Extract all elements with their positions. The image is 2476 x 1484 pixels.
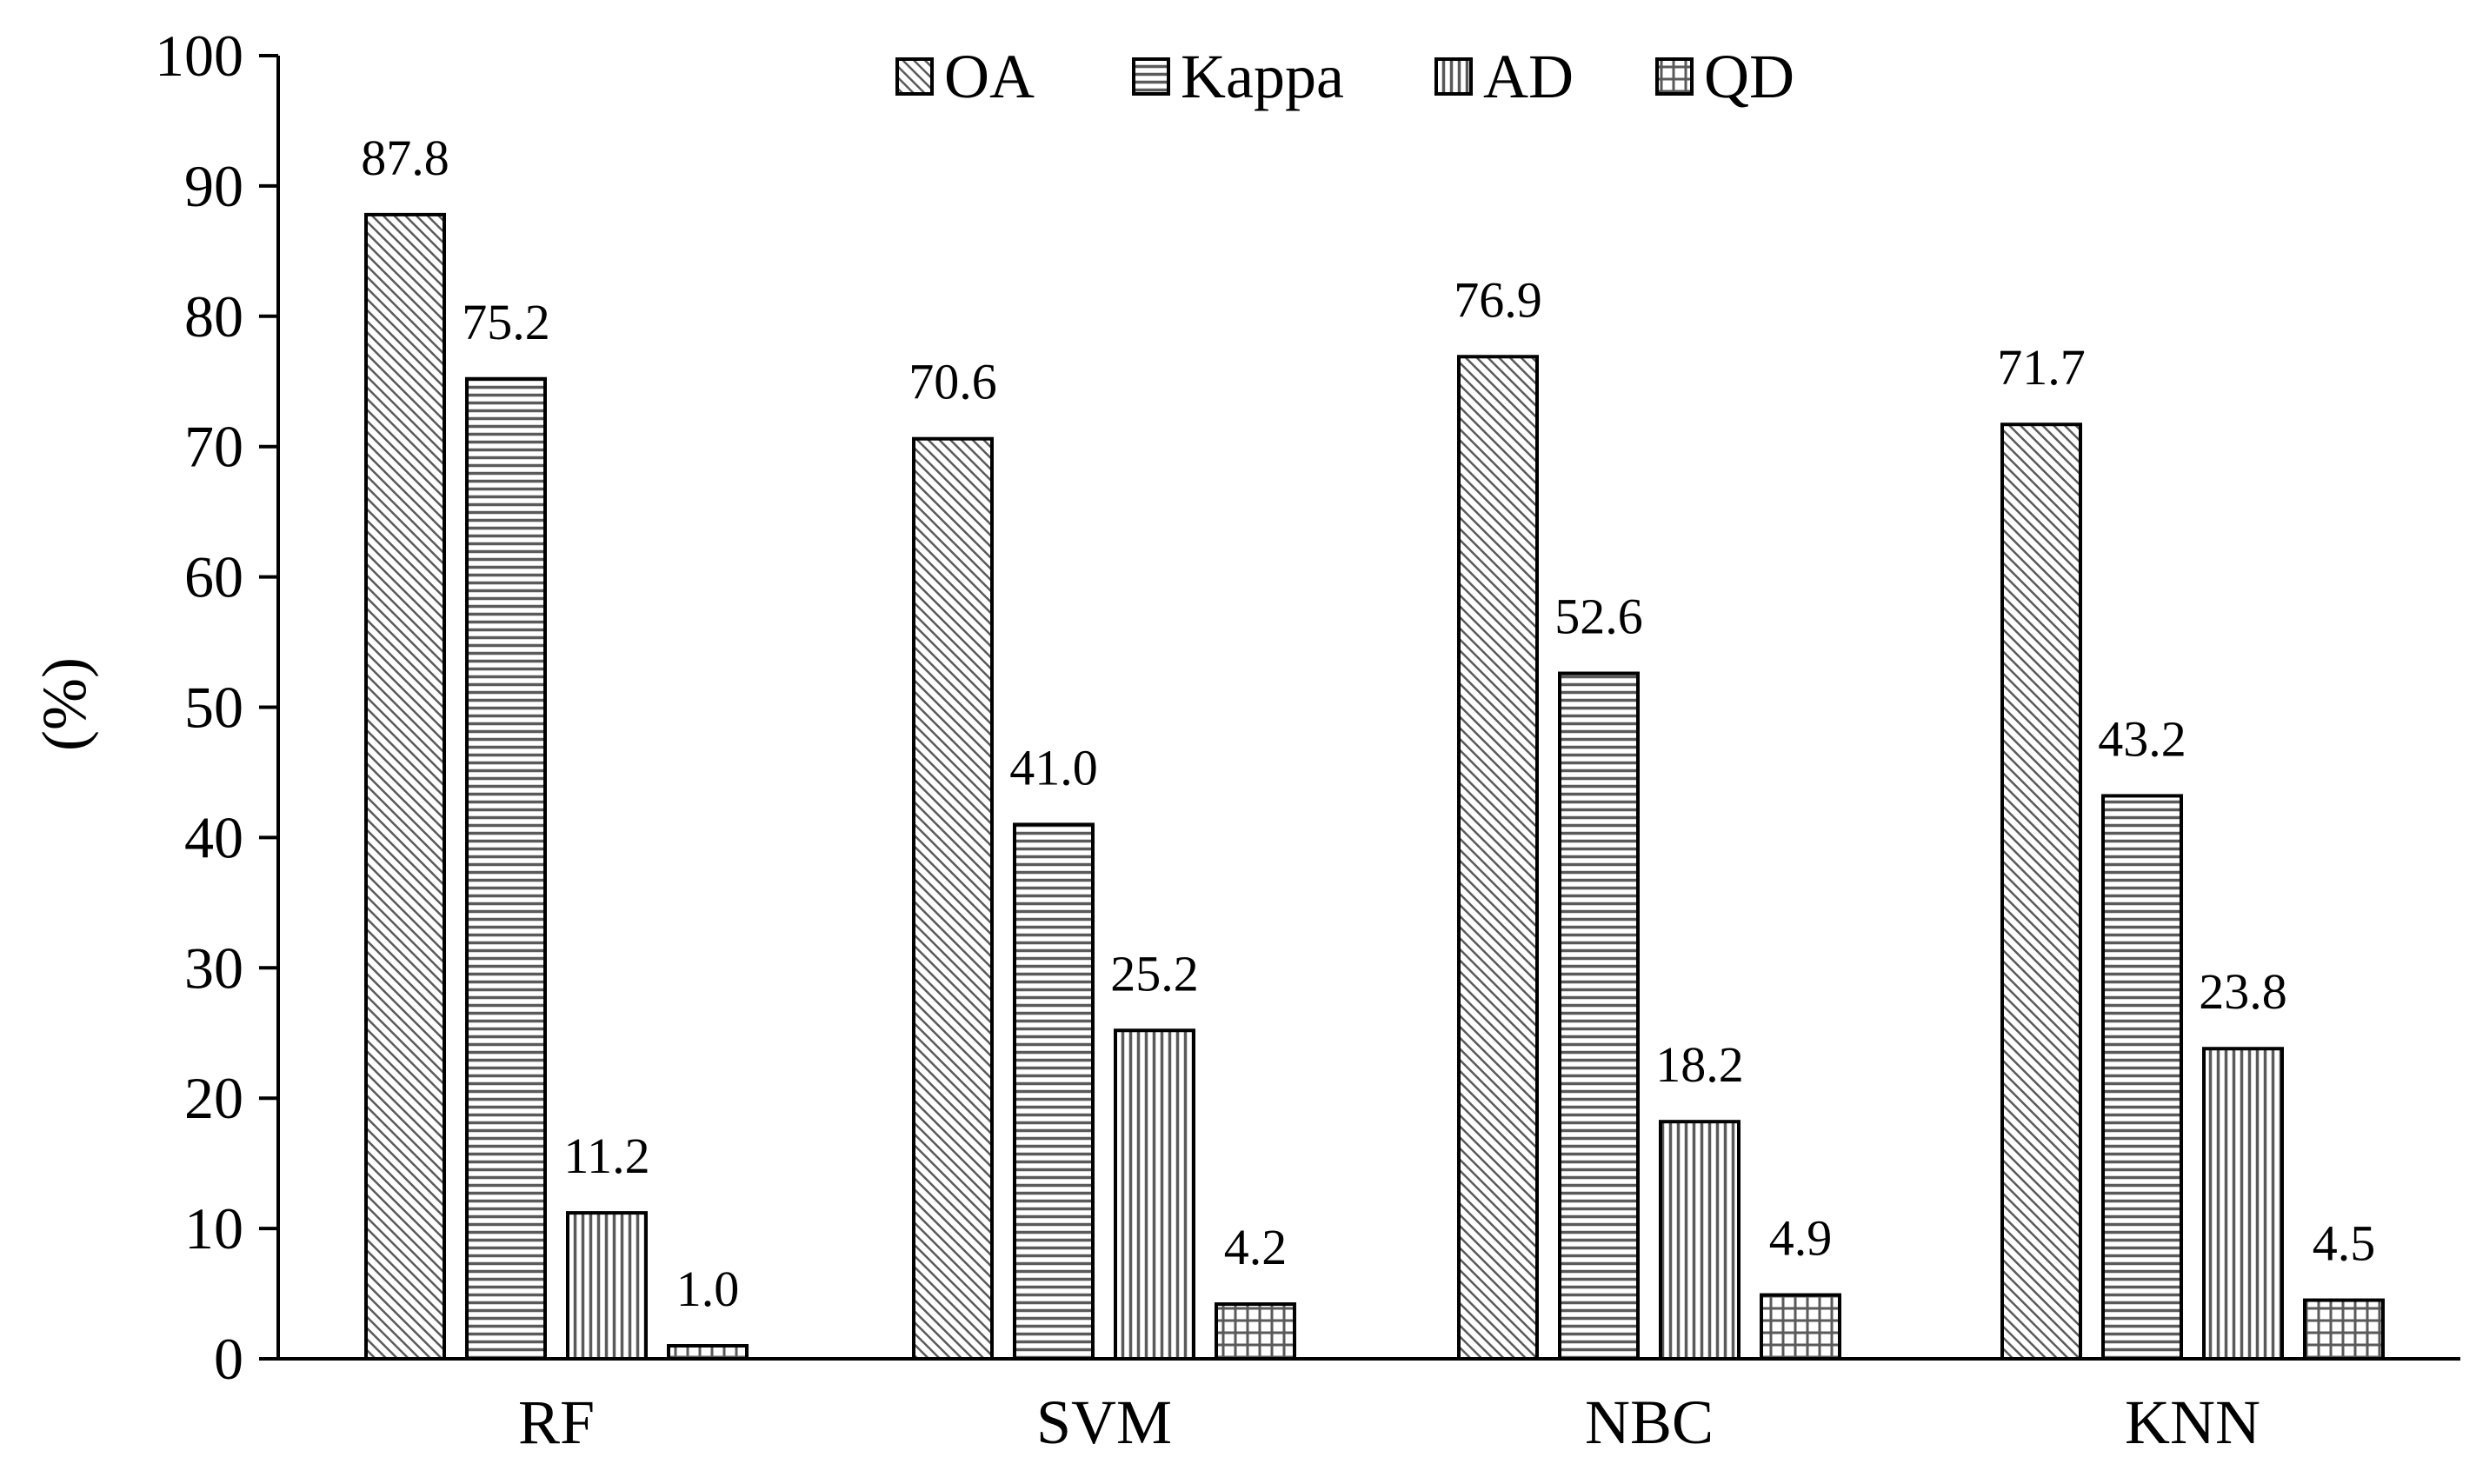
- bar-qd-knn: [2303, 1298, 2385, 1361]
- data-label-oa-svm: 70.6: [909, 354, 997, 410]
- bar-qd-rf: [667, 1344, 749, 1361]
- bar-oa-nbc: [1457, 355, 1539, 1361]
- bar-kappa-knn: [2101, 794, 2183, 1361]
- data-label-qd-nbc: 4.9: [1769, 1210, 1833, 1267]
- bar-oa-rf: [364, 212, 446, 1361]
- y-tick-label: 100: [155, 23, 243, 89]
- y-tick-label: 60: [184, 544, 243, 610]
- data-label-ad-nbc: 18.2: [1655, 1036, 1744, 1093]
- legend-label-oa: OA: [944, 42, 1035, 111]
- data-label-ad-knn: 23.8: [2199, 963, 2287, 1020]
- bar-ad-rf: [566, 1211, 648, 1361]
- data-label-kappa-svm: 41.0: [1009, 739, 1098, 795]
- y-axis-title: (%): [30, 657, 99, 751]
- y-tick-label: 80: [184, 283, 243, 349]
- bar-kappa-rf: [465, 376, 547, 1361]
- y-tick-label: 30: [184, 935, 243, 1001]
- data-label-ad-rf: 11.2: [563, 1128, 649, 1184]
- bar-ad-nbc: [1659, 1120, 1741, 1361]
- bars: [364, 212, 2385, 1361]
- data-label-kappa-nbc: 52.6: [1554, 589, 1643, 645]
- bar-ad-knn: [2202, 1047, 2284, 1361]
- data-label-oa-rf: 87.8: [361, 130, 449, 186]
- legend-swatch-oa: [895, 57, 934, 96]
- x-category-label: RF: [518, 1388, 595, 1457]
- legend-swatch-ad: [1434, 57, 1473, 96]
- data-label-qd-svm: 4.2: [1224, 1219, 1288, 1275]
- x-category-label: KNN: [2125, 1388, 2260, 1457]
- legend-label-kappa: Kappa: [1181, 42, 1344, 111]
- y-tick-label: 50: [184, 675, 243, 741]
- data-label-oa-nbc: 76.9: [1454, 271, 1542, 328]
- legend: OA Kappa AD QD: [895, 42, 1794, 111]
- data-label-qd-knn: 4.5: [2313, 1215, 2376, 1272]
- axes: 0 10 20 30 40 50 60 70 80 90 100 RF SVM NBC KNN: [155, 23, 2460, 1457]
- legend-label-ad: AD: [1483, 42, 1574, 111]
- bar-kappa-svm: [1013, 822, 1095, 1361]
- x-category-label: SVM: [1036, 1388, 1172, 1457]
- y-tick-label: 40: [184, 804, 243, 870]
- data-label-ad-svm: 25.2: [1110, 945, 1199, 1002]
- bar-qd-nbc: [1760, 1293, 1841, 1361]
- data-labels: 87.8 70.6 76.9 71.7 75.2 41.0 52.6 43.2 11.2 25.2…: [361, 130, 2375, 1317]
- legend-swatch-kappa: [1132, 57, 1170, 96]
- bar-kappa-nbc: [1558, 671, 1640, 1361]
- legend-label-qd: QD: [1704, 42, 1794, 111]
- bar-qd-svm: [1215, 1302, 1296, 1361]
- bar-oa-knn: [2000, 423, 2082, 1361]
- bar-ad-svm: [1114, 1028, 1195, 1361]
- data-label-oa-knn: 71.7: [1997, 339, 2086, 396]
- data-label-kappa-knn: 43.2: [2098, 710, 2186, 767]
- legend-swatch-qd: [1655, 57, 1694, 96]
- x-category-label: NBC: [1585, 1388, 1714, 1457]
- y-tick-label: 0: [214, 1326, 243, 1392]
- data-label-qd-rf: 1.0: [676, 1261, 740, 1317]
- bar-oa-svm: [912, 436, 994, 1361]
- y-tick-label: 70: [184, 414, 243, 480]
- data-label-kappa-rf: 75.2: [462, 294, 550, 350]
- y-tick-label: 90: [184, 153, 243, 219]
- y-tick-label: 10: [184, 1195, 243, 1261]
- y-tick-label: 20: [184, 1065, 243, 1131]
